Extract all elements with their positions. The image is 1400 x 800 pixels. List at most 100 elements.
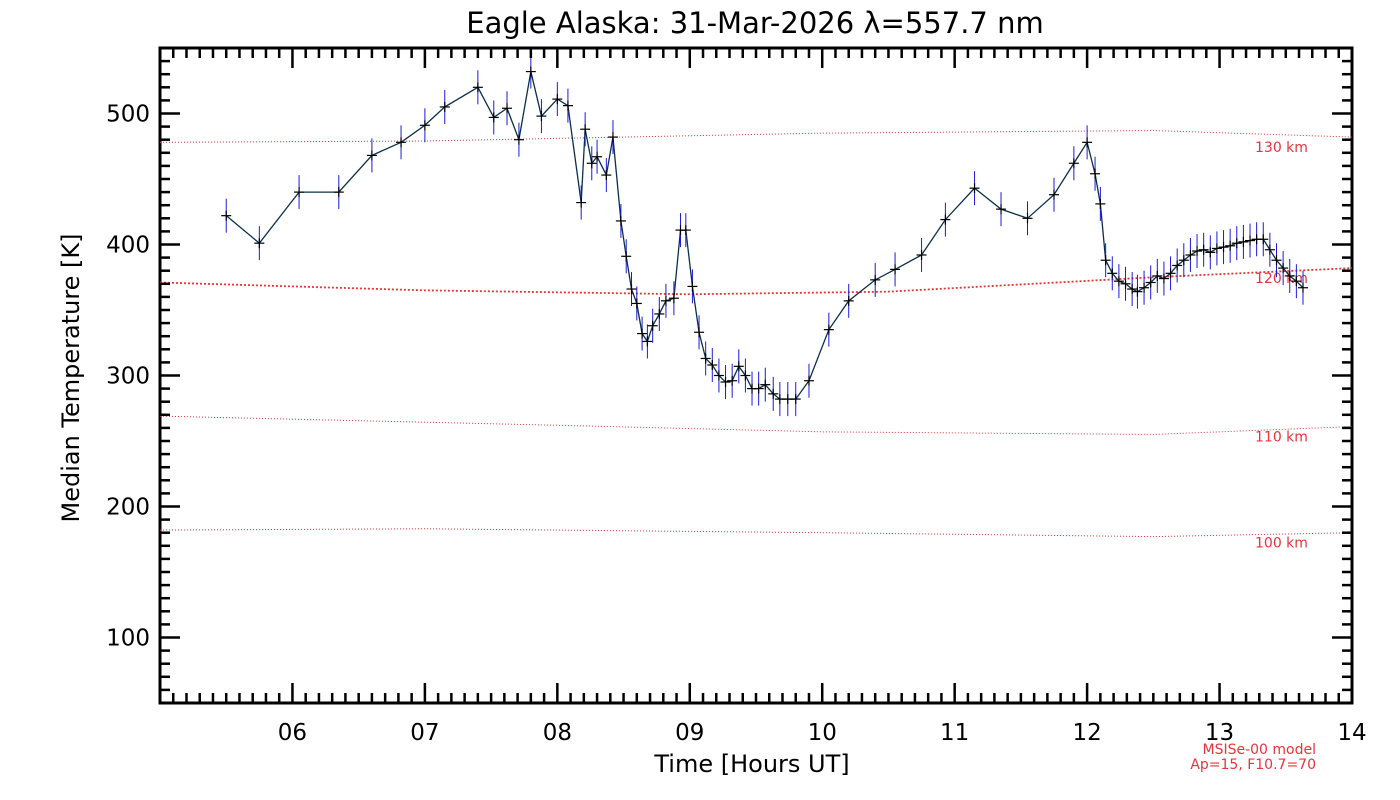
data-point [1271, 255, 1282, 266]
data-point [823, 324, 834, 335]
x-tick-label: 13 [1205, 720, 1234, 746]
data-point [1284, 270, 1295, 281]
data-point [1238, 236, 1249, 247]
data-point [621, 251, 632, 262]
data-series [221, 54, 1308, 417]
data-point [1022, 213, 1033, 224]
data-point [916, 249, 927, 260]
data-point [1297, 282, 1308, 293]
data-point [631, 298, 642, 309]
data-point [1225, 240, 1236, 251]
data-point [488, 112, 499, 123]
data-point [740, 370, 751, 381]
data-point [1258, 234, 1269, 245]
series-line [225, 71, 1304, 400]
data-point [536, 111, 547, 122]
data-point [586, 158, 597, 169]
data-point [1211, 243, 1222, 254]
data-point [592, 151, 603, 162]
data-point [419, 120, 430, 131]
data-point [580, 124, 591, 135]
data-point [502, 103, 513, 114]
data-point [254, 238, 265, 249]
x-tick-label: 09 [675, 720, 704, 746]
data-point [1082, 137, 1093, 148]
data-point [1218, 242, 1229, 253]
model-curves: 130 km 120 km 110 km 100 km [159, 130, 1353, 552]
data-point [680, 225, 691, 236]
data-point [940, 214, 951, 225]
data-point [615, 215, 626, 226]
model-curve-label: 100 km [1255, 536, 1308, 552]
data-point [642, 336, 653, 347]
data-point [1245, 235, 1256, 246]
model-curve-110km [159, 415, 1353, 435]
data-point [525, 66, 536, 77]
data-point [1158, 273, 1169, 284]
model-curve-label: 130 km [1255, 140, 1308, 156]
data-point [654, 308, 665, 319]
data-point [1127, 284, 1138, 295]
data-point [843, 295, 854, 306]
y-tick-label: 200 [106, 495, 150, 521]
data-point [396, 137, 407, 148]
data-point [221, 210, 232, 221]
data-point [1132, 286, 1143, 297]
data-point [720, 377, 731, 388]
axis-ticks [158, 46, 1354, 705]
data-point [1095, 198, 1106, 209]
model-curve-100km [159, 528, 1353, 538]
data-point [1205, 247, 1216, 258]
y-tick-label: 500 [106, 102, 150, 128]
data-point [1145, 277, 1156, 288]
data-point [1198, 244, 1209, 255]
data-point [1068, 158, 1079, 169]
model-curve-130km [159, 130, 1353, 143]
y-axis-label: Median Temperature [K] [57, 233, 85, 522]
data-point [1231, 238, 1242, 249]
data-point [626, 284, 637, 295]
data-point [1291, 276, 1302, 287]
model-label-line-1: MSISe-00 model [1202, 742, 1316, 758]
data-point [647, 320, 658, 331]
x-tick-label: 06 [278, 720, 307, 746]
data-point [576, 197, 587, 208]
data-point [727, 375, 738, 386]
x-tick-label: 12 [1072, 720, 1101, 746]
data-point [803, 375, 814, 386]
data-point [700, 353, 711, 364]
data-point [1139, 282, 1150, 293]
data-point [1278, 263, 1289, 274]
model-curve-label: 120 km [1255, 271, 1308, 287]
data-point [333, 187, 344, 198]
data-point [1264, 244, 1275, 255]
data-point [760, 379, 771, 390]
data-point [1100, 255, 1111, 266]
data-point [601, 170, 612, 181]
data-point [562, 100, 573, 111]
data-point [637, 328, 648, 339]
y-tick-label: 100 [106, 626, 150, 652]
data-point [607, 132, 618, 143]
data-point [890, 264, 901, 275]
data-point [713, 370, 724, 381]
axis-tick-labels: 06 07 08 09 10 11 12 13 14 100 200 300 400 500 [106, 102, 1367, 747]
x-tick-label: 07 [410, 720, 439, 746]
data-point [294, 187, 305, 198]
data-point [660, 295, 671, 306]
model-curve-120km [159, 267, 1353, 296]
data-point [1192, 246, 1203, 257]
data-point [707, 360, 718, 371]
y-tick-label: 300 [106, 364, 150, 390]
model-label-line-2: Ap=15, F10.7=70 [1190, 757, 1316, 773]
data-point [996, 204, 1007, 215]
data-point [753, 383, 764, 394]
data-point [513, 134, 524, 145]
data-point [472, 82, 483, 93]
data-point [733, 361, 744, 372]
plot-frame [158, 46, 1354, 705]
x-tick-label: 10 [808, 720, 837, 746]
data-point [1049, 189, 1059, 200]
data-point [668, 293, 679, 304]
